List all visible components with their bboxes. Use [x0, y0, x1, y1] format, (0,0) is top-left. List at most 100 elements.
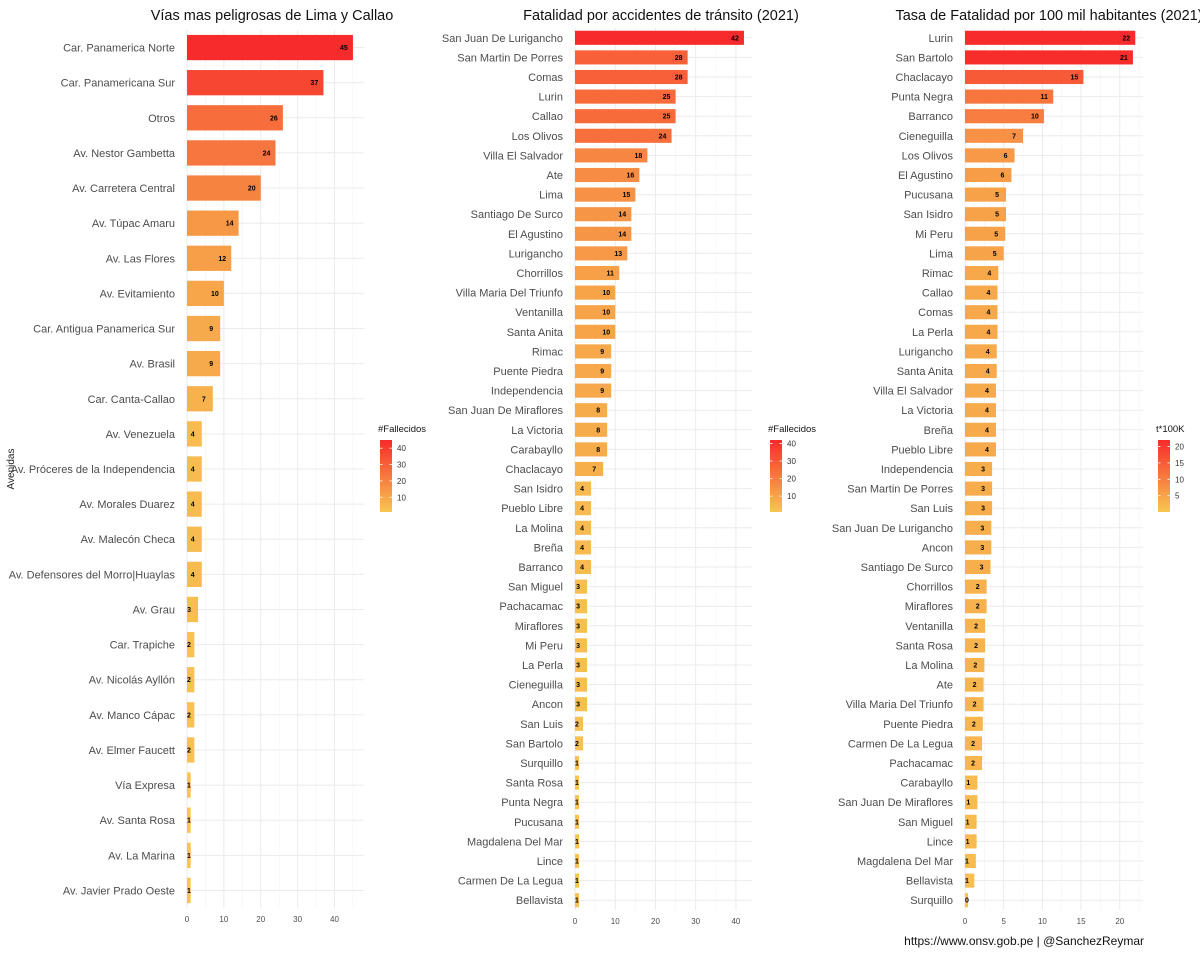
data-label: 4 — [985, 388, 989, 395]
data-label: 4 — [986, 349, 990, 356]
data-label: 4 — [191, 502, 195, 509]
bar — [575, 305, 616, 320]
bar — [187, 175, 261, 201]
category-label: Ate — [546, 170, 563, 182]
data-label: 25 — [663, 114, 671, 121]
x-tick-label: 0 — [573, 917, 578, 926]
data-label: 14 — [226, 221, 234, 228]
bar — [187, 737, 195, 763]
category-label: Cieneguilla — [509, 680, 564, 692]
data-label: 2 — [974, 623, 978, 630]
bar — [965, 461, 993, 477]
data-label: 3 — [187, 607, 191, 614]
data-label: 8 — [596, 408, 600, 415]
category-label: Av. Brasil — [130, 359, 175, 371]
bar — [965, 501, 993, 516]
color-legend: t*100K 5 10 15 20 — [1156, 424, 1185, 512]
bar — [575, 422, 608, 437]
category-label: Car. Panamerica Norte — [63, 43, 175, 55]
data-label: 26 — [270, 115, 278, 122]
category-label: Av. La Marina — [108, 850, 176, 862]
data-label: 3 — [980, 525, 984, 532]
data-label: 11 — [1041, 94, 1049, 101]
category-label: Ventanilla — [905, 621, 954, 633]
data-label: 7 — [202, 396, 206, 403]
data-label: 5 — [994, 231, 998, 238]
category-label: El Agustino — [508, 229, 563, 241]
category-label: Surquillo — [910, 895, 953, 907]
category-label: La Molina — [905, 660, 954, 672]
data-label: 2 — [976, 604, 980, 611]
category-label: Av. Elmer Faucett — [89, 745, 175, 757]
bar — [575, 442, 608, 457]
data-label: 3 — [576, 584, 580, 591]
category-label: Magdalena Del Mar — [467, 836, 563, 848]
category-label: Av. Manco Cápac — [89, 710, 175, 722]
data-label: 9 — [600, 349, 604, 356]
x-tick-label: 0 — [963, 917, 968, 926]
bar — [965, 305, 998, 320]
bar — [575, 775, 580, 790]
bar — [965, 187, 1007, 202]
category-label: San Martin De Porres — [457, 52, 563, 64]
data-label: 4 — [191, 537, 195, 544]
bar — [575, 148, 648, 163]
bar — [187, 105, 283, 131]
data-label: 2 — [575, 721, 579, 728]
data-label: 15 — [1071, 75, 1079, 82]
data-label: 2 — [187, 712, 191, 719]
bar — [965, 148, 1015, 163]
category-label: Santa Rosa — [506, 778, 564, 790]
bar — [575, 501, 592, 516]
category-label: San Juan De Miraflores — [838, 797, 953, 809]
bar — [965, 893, 969, 908]
chart-panel-3: Tasa de Fatalidad por 100 mil habitantes… — [832, 8, 1200, 926]
bar — [187, 315, 221, 342]
bar — [965, 128, 1024, 143]
data-label: 4 — [580, 506, 584, 513]
data-label: 3 — [981, 467, 985, 474]
category-label: Car. Canta-Callao — [88, 394, 175, 406]
legend-tick-label: 40 — [397, 444, 406, 453]
legend-tick-label: 5 — [1175, 492, 1180, 501]
bar — [965, 736, 983, 751]
legend-title: #Fallecidos — [378, 424, 426, 435]
data-label: 7 — [592, 467, 596, 474]
data-label: 4 — [987, 271, 991, 278]
data-label: 1 — [966, 819, 970, 826]
bar — [187, 70, 324, 96]
x-tick-label: 40 — [731, 917, 740, 926]
bar — [575, 481, 592, 496]
source-caption: https://www.onsv.gob.pe | @SanchezReymar — [904, 934, 1144, 948]
bar — [187, 702, 195, 728]
data-label: 10 — [1031, 114, 1039, 121]
bar — [965, 89, 1054, 104]
category-label: Comas — [918, 307, 953, 319]
x-tick-label: 10 — [611, 917, 620, 926]
x-tick-label: 20 — [1115, 917, 1124, 926]
data-label: 3 — [576, 682, 580, 689]
category-label: Car. Trapiche — [110, 640, 175, 652]
data-label: 28 — [675, 55, 683, 62]
bar — [187, 596, 199, 623]
x-tick-label: 30 — [691, 917, 700, 926]
category-label: La Perla — [522, 660, 564, 672]
data-label: 1 — [575, 898, 579, 905]
data-label: 1 — [187, 853, 191, 860]
bar — [575, 128, 672, 143]
category-label: Av. Evitamiento — [100, 288, 175, 300]
bar — [965, 265, 999, 281]
data-label: 1 — [966, 780, 970, 787]
bar — [965, 167, 1012, 183]
data-label: 4 — [191, 572, 195, 579]
category-label: Car. Antigua Panamerica Sur — [33, 324, 175, 336]
chart-panel-1: Vías mas peligrosas de Lima y Callao 45 Ca… — [6, 8, 426, 924]
category-label: Av. Las Flores — [106, 253, 176, 265]
category-label: San Luis — [910, 503, 953, 515]
x-tick-label: 10 — [1038, 917, 1047, 926]
category-label: Barranco — [908, 111, 953, 123]
category-label: Puente Piedra — [493, 366, 564, 378]
category-label: Callao — [922, 288, 953, 300]
color-legend: #Fallecidos 10 20 30 40 — [378, 424, 426, 512]
